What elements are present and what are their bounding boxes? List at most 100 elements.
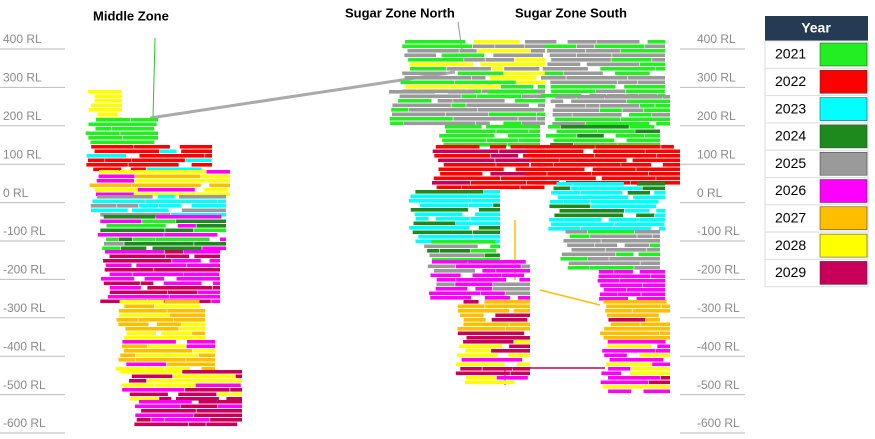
stope [567, 243, 595, 248]
stope [548, 125, 560, 129]
stope [390, 121, 404, 126]
stope [443, 163, 496, 167]
stope [88, 122, 157, 127]
stope [577, 95, 605, 99]
stope [639, 353, 670, 358]
stope [645, 44, 665, 49]
stope [605, 309, 632, 313]
stope [86, 154, 127, 158]
stope [120, 353, 135, 358]
stope [164, 233, 218, 237]
stope [662, 95, 670, 99]
stope [495, 313, 530, 318]
stope [620, 49, 665, 53]
stope [107, 295, 169, 299]
stope [130, 167, 146, 172]
stope [418, 235, 473, 239]
stope [477, 108, 545, 112]
stope [131, 208, 169, 213]
stope [181, 208, 226, 213]
stope [499, 149, 545, 154]
stope [195, 383, 241, 388]
stope [105, 263, 132, 268]
legend-swatch [819, 124, 868, 149]
stope [652, 362, 670, 367]
stope [155, 383, 195, 388]
stope [544, 40, 557, 44]
level-label: -100 RL [3, 224, 46, 238]
stope [646, 248, 660, 252]
stope [204, 188, 229, 192]
stope [654, 191, 665, 195]
stope [541, 76, 566, 80]
stope [439, 249, 470, 253]
stope [181, 322, 205, 327]
stope [109, 254, 166, 259]
stope [588, 230, 635, 234]
stope [573, 143, 618, 147]
stope [636, 297, 665, 301]
stope [627, 191, 650, 195]
level-label: -200 RL [697, 263, 740, 277]
stope [571, 248, 606, 252]
stope [186, 358, 215, 362]
stope [148, 336, 195, 340]
stope [119, 170, 134, 174]
stope [230, 388, 242, 392]
stope [155, 237, 210, 242]
stope [90, 140, 155, 145]
stope [514, 340, 530, 344]
stope [514, 58, 545, 62]
legend-swatch [819, 42, 868, 67]
stope [86, 163, 128, 167]
stope [461, 358, 523, 362]
stope [537, 90, 545, 94]
stope [179, 327, 205, 331]
level-label: -400 RL [697, 339, 740, 353]
stope [617, 80, 638, 85]
stope [561, 252, 616, 257]
stope [571, 99, 627, 104]
stope [183, 250, 220, 254]
stope [464, 58, 485, 62]
stope [119, 300, 164, 304]
stope [636, 182, 665, 186]
legend-label: 2021 [775, 46, 806, 62]
stope [209, 259, 220, 263]
stope [427, 249, 440, 253]
stope [445, 112, 489, 117]
stope [634, 266, 660, 270]
stope [164, 367, 190, 371]
stope [475, 287, 492, 291]
stope [431, 240, 496, 244]
stope [521, 121, 545, 126]
stope [570, 186, 642, 191]
stope [658, 227, 665, 231]
stope [525, 40, 545, 44]
stope [427, 264, 456, 269]
stope [600, 104, 640, 108]
stope [600, 331, 659, 336]
stope [618, 143, 660, 147]
stope [594, 154, 657, 158]
stope [493, 282, 530, 287]
stope [520, 185, 545, 190]
stopes [85, 40, 680, 427]
stope [598, 270, 614, 274]
stope [129, 379, 147, 383]
stope [88, 136, 123, 140]
stope [97, 195, 153, 199]
stope [642, 186, 665, 191]
stope [105, 158, 131, 163]
stope [552, 108, 600, 113]
stope [619, 279, 665, 283]
stope [145, 367, 165, 371]
stope [478, 226, 500, 230]
stope [195, 336, 205, 340]
stope [595, 89, 625, 94]
stope [485, 58, 514, 62]
stope [392, 112, 445, 117]
stope [505, 291, 530, 296]
stope [549, 204, 591, 209]
stope [194, 228, 226, 233]
